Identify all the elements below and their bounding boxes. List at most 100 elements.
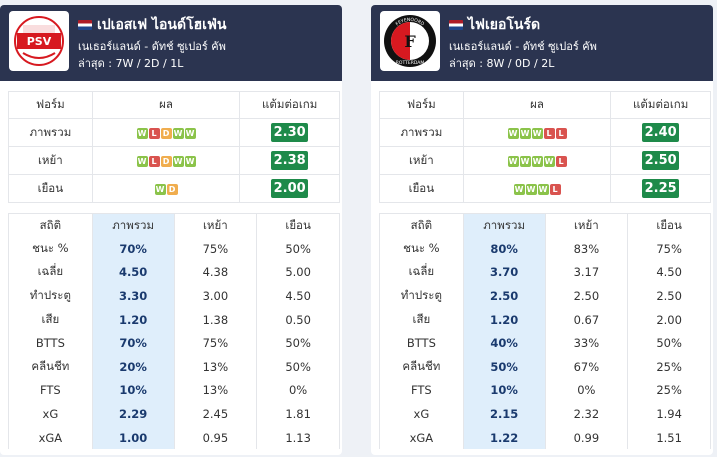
stat-row: FTS 10% 13% 0% bbox=[8, 378, 340, 403]
form-row-label: ภาพรวม bbox=[8, 118, 93, 147]
stat-away: 1.81 bbox=[256, 402, 340, 426]
overall-header: ภาพรวม bbox=[462, 213, 546, 238]
feyenoord-crest-icon: F FEYENOORD ROTTERDAM bbox=[384, 15, 436, 67]
result-pill: W bbox=[519, 155, 531, 167]
recent-record: ล่าสุด : 8W / 0D / 2L bbox=[449, 57, 555, 70]
stat-row: ทำประตู 3.30 3.00 4.50 bbox=[8, 284, 340, 308]
stat-overall: 1.00 bbox=[91, 425, 175, 450]
team-name[interactable]: เปเอสเฟ ไอนด์โฮเฟ่น bbox=[97, 17, 227, 33]
stat-overall: 10% bbox=[91, 378, 175, 403]
stat-home: 13% bbox=[173, 355, 258, 379]
team-logo[interactable]: PSV bbox=[9, 11, 69, 71]
team-name[interactable]: ไฟเยอโนร์ด bbox=[468, 17, 541, 33]
stat-home: 83% bbox=[544, 237, 629, 261]
stat-row: เสีย 1.20 1.38 0.50 bbox=[8, 307, 340, 332]
ppg-badge: 2.50 bbox=[642, 151, 680, 170]
away-header: เยือน bbox=[256, 213, 340, 238]
ppg-badge: 2.38 bbox=[271, 151, 309, 170]
result-pill: W bbox=[507, 155, 519, 167]
stat-overall: 80% bbox=[462, 237, 546, 261]
stat-label: คลีนชีท bbox=[8, 355, 93, 379]
result-pill: W bbox=[507, 127, 519, 139]
result-header: ผล bbox=[91, 91, 241, 119]
stat-overall: 50% bbox=[462, 355, 546, 379]
result-pill: D bbox=[166, 183, 178, 195]
svg-text:F: F bbox=[404, 32, 416, 51]
stat-label: xGA bbox=[8, 425, 93, 450]
stat-row: xG 2.29 2.45 1.81 bbox=[8, 402, 340, 426]
stat-row: ชนะ % 80% 83% 75% bbox=[379, 237, 711, 261]
stat-home: 2.45 bbox=[173, 402, 258, 426]
stat-away: 25% bbox=[627, 355, 711, 379]
ppg-header: แต้มต่อเกม bbox=[610, 91, 711, 119]
stat-overall: 20% bbox=[91, 355, 175, 379]
stat-home: 3.00 bbox=[173, 284, 258, 308]
stat-label: เสีย bbox=[379, 307, 464, 332]
team-card-away: F FEYENOORD ROTTERDAM ไฟเยอโนร์ด เนเธอร์… bbox=[371, 5, 713, 455]
stat-overall: 2.50 bbox=[462, 284, 546, 308]
result-pill: W bbox=[154, 183, 166, 195]
stat-header: สถิติ bbox=[379, 213, 464, 238]
stat-overall: 3.70 bbox=[462, 260, 546, 285]
stat-away: 75% bbox=[627, 237, 711, 261]
result-pill: W bbox=[136, 155, 148, 167]
stat-overall: 40% bbox=[462, 331, 546, 356]
result-pill: L bbox=[148, 127, 160, 139]
result-header: ผล bbox=[462, 91, 612, 119]
result-pill: L bbox=[555, 127, 567, 139]
result-pill: W bbox=[513, 183, 525, 195]
stat-label: xG bbox=[8, 402, 93, 426]
stat-home: 2.50 bbox=[544, 284, 629, 308]
stat-away: 50% bbox=[256, 355, 340, 379]
league-name: เนเธอร์แลนด์ - ดัทช์ ซูเปอร์ คัพ bbox=[449, 40, 597, 53]
stat-away: 50% bbox=[256, 331, 340, 356]
ppg-header: แต้มต่อเกม bbox=[239, 91, 340, 119]
stat-home: 33% bbox=[544, 331, 629, 356]
stat-home: 0% bbox=[544, 378, 629, 403]
stat-header: สถิติ bbox=[8, 213, 93, 238]
stat-away: 2.50 bbox=[627, 284, 711, 308]
result-pill: L bbox=[555, 155, 567, 167]
result-pill: W bbox=[172, 127, 184, 139]
stat-label: BTTS bbox=[8, 331, 93, 356]
home-header: เหย้า bbox=[173, 213, 258, 238]
stat-overall: 4.50 bbox=[91, 260, 175, 285]
stat-row: ทำประตู 2.50 2.50 2.50 bbox=[379, 284, 711, 308]
team-header: PSV เปเอสเฟ ไอนด์โฮเฟ่น เนเธอร์แลนด์ - ด… bbox=[0, 5, 342, 81]
stat-home: 13% bbox=[173, 378, 258, 403]
stat-home: 1.38 bbox=[173, 307, 258, 332]
stat-overall: 1.20 bbox=[91, 307, 175, 332]
stat-away: 4.50 bbox=[627, 260, 711, 285]
form-row-label: เยือน bbox=[379, 174, 464, 203]
stat-label: คลีนชีท bbox=[379, 355, 464, 379]
result-pill: W bbox=[531, 155, 543, 167]
form-header: ฟอร์ม bbox=[8, 91, 93, 119]
stat-label: เฉลี่ย bbox=[8, 260, 93, 285]
stat-label: FTS bbox=[8, 378, 93, 403]
stat-home: 0.99 bbox=[544, 425, 629, 450]
stat-away: 1.51 bbox=[627, 425, 711, 450]
recent-record: ล่าสุด : 7W / 2D / 1L bbox=[78, 57, 184, 70]
stat-away: 50% bbox=[256, 237, 340, 261]
stat-home: 67% bbox=[544, 355, 629, 379]
stat-label: เสีย bbox=[8, 307, 93, 332]
ppg-badge: 2.25 bbox=[642, 179, 680, 198]
team-logo[interactable]: F FEYENOORD ROTTERDAM bbox=[380, 11, 440, 71]
stat-overall: 3.30 bbox=[91, 284, 175, 308]
result-pill: W bbox=[525, 183, 537, 195]
form-row-label: เหย้า bbox=[8, 146, 93, 175]
result-pill: W bbox=[537, 183, 549, 195]
team-header: F FEYENOORD ROTTERDAM ไฟเยอโนร์ด เนเธอร์… bbox=[371, 5, 713, 81]
form-row-label: เยือน bbox=[8, 174, 93, 203]
logo-text: PSV bbox=[27, 35, 52, 48]
stat-row: FTS 10% 0% 25% bbox=[379, 378, 711, 403]
